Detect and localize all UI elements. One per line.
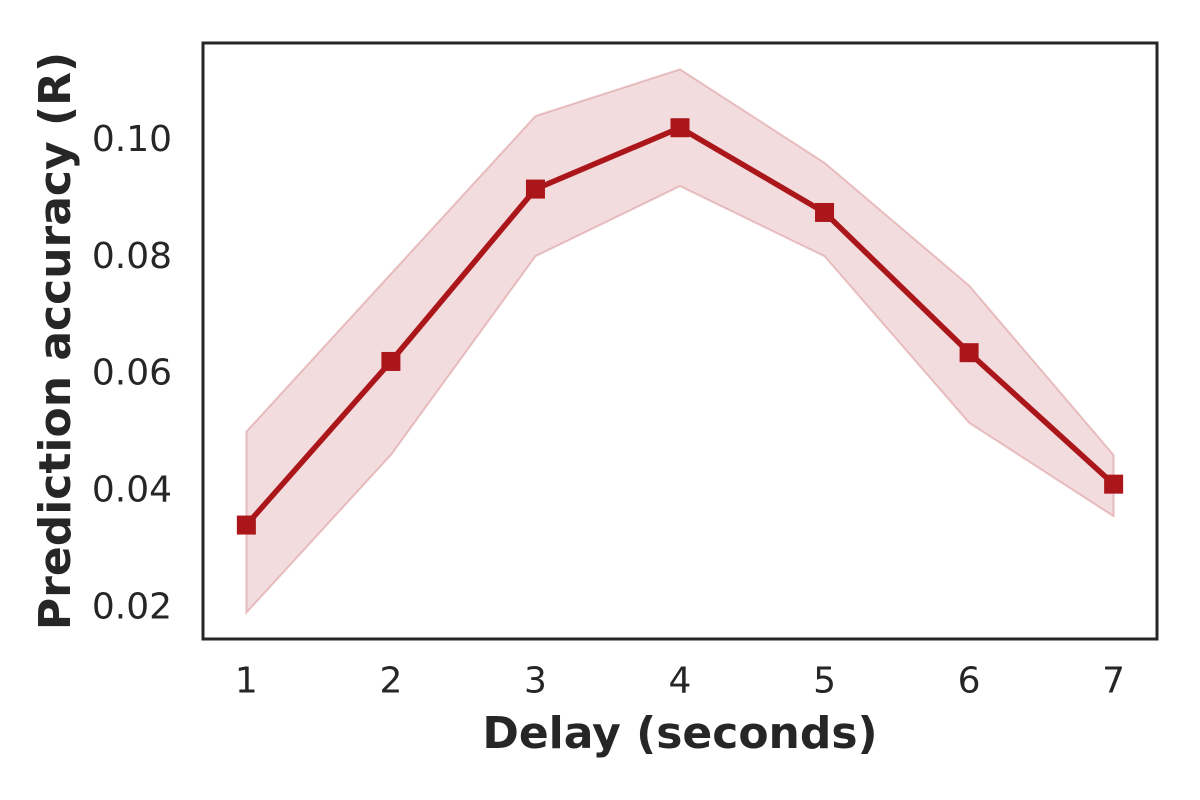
- y-tick-label: 0.02: [92, 586, 172, 627]
- data-point-marker: [670, 118, 690, 138]
- x-axis-tick-labels: 1 2 3 4 5 6 7: [235, 661, 1125, 702]
- plot-frame: [201, 41, 1159, 641]
- data-point-marker: [959, 343, 979, 363]
- data-point-marker: [815, 202, 835, 222]
- confidence-band: [245, 68, 1115, 616]
- x-tick-label: 6: [958, 661, 981, 702]
- x-tick-label: 7: [1102, 661, 1125, 702]
- x-tick-label: 5: [813, 661, 836, 702]
- x-tick-label: 3: [524, 661, 547, 702]
- y-tick-label: 0.06: [92, 353, 172, 394]
- data-point-marker: [1104, 474, 1124, 494]
- y-tick-label: 0.08: [92, 236, 172, 277]
- y-tick-label: 0.10: [92, 119, 172, 160]
- data-point-marker: [236, 515, 256, 535]
- y-axis-tick-labels: 0.02 0.04 0.06 0.08 0.10: [92, 119, 172, 627]
- x-tick-label: 4: [669, 661, 692, 702]
- x-tick-label: 1: [235, 661, 258, 702]
- data-point-marker: [525, 179, 545, 199]
- x-tick-label: 2: [379, 661, 402, 702]
- data-point-marker: [381, 351, 401, 371]
- y-axis-label: Prediction accuracy (R): [30, 52, 81, 630]
- data-point-markers: [236, 118, 1124, 535]
- y-tick-label: 0.04: [92, 470, 172, 511]
- x-axis-label: Delay (seconds): [482, 708, 877, 759]
